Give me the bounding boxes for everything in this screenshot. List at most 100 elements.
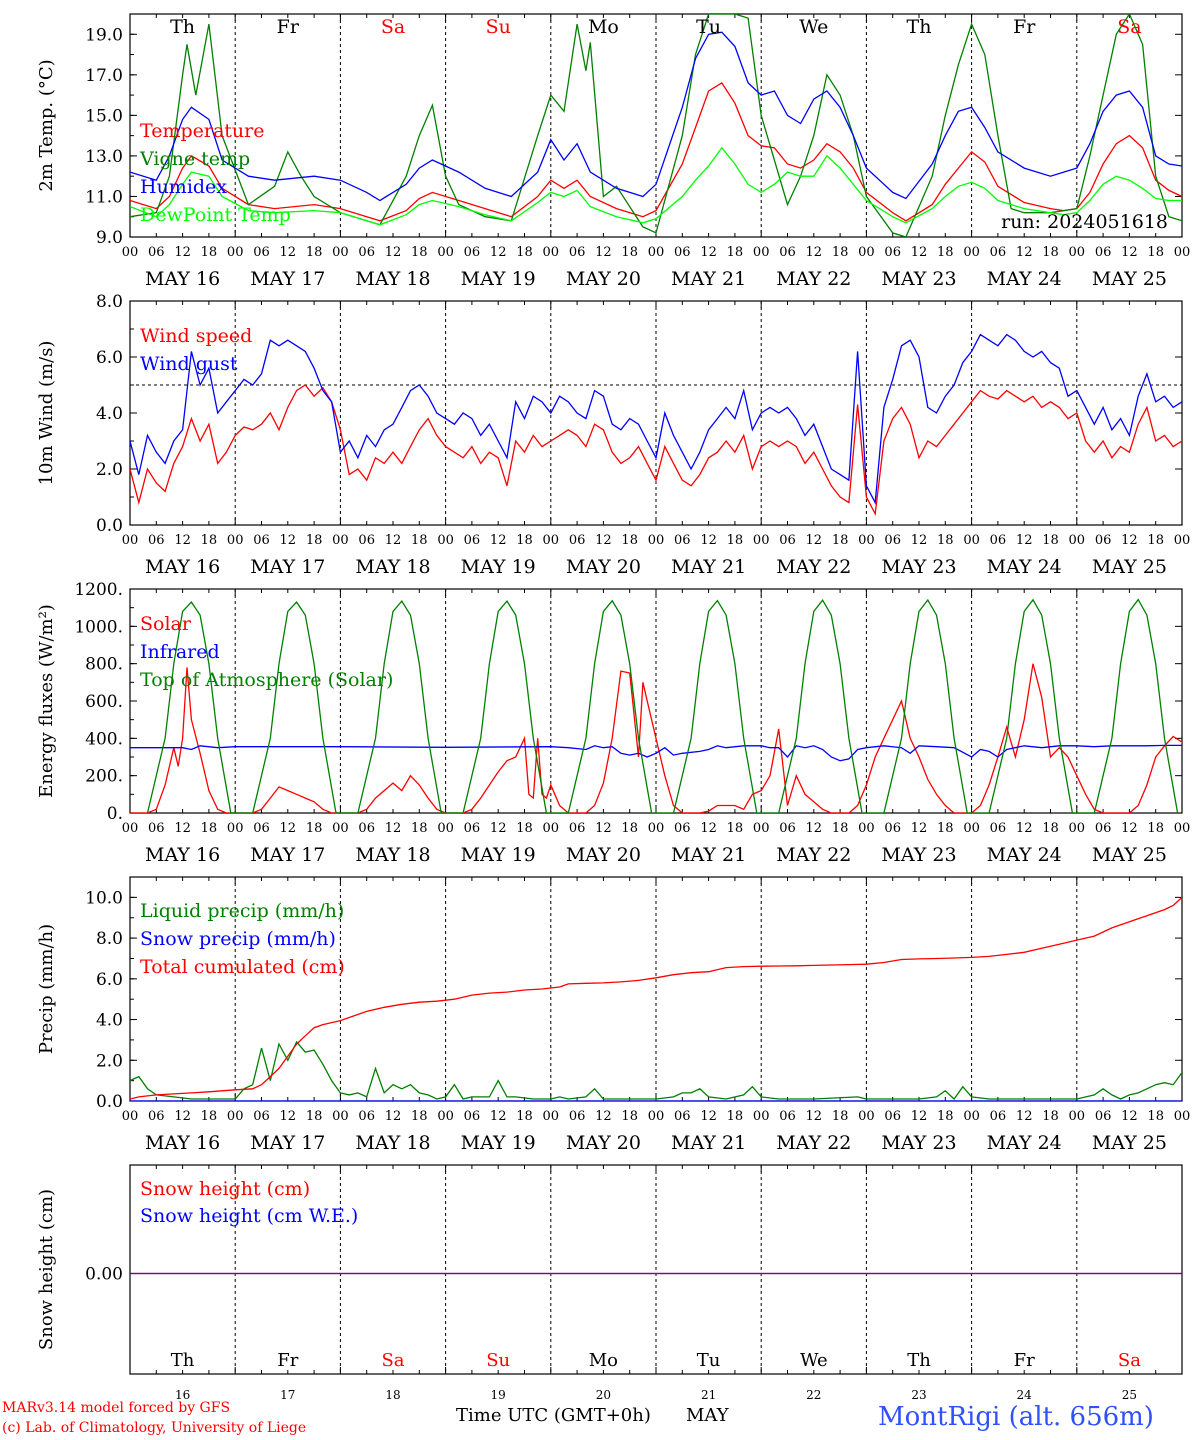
panel-4-hour-label: 00 (227, 1109, 244, 1124)
panel-2-hour-label: 18 (411, 533, 428, 548)
panel-1-hour-label: 06 (569, 245, 586, 260)
panel-4-hour-label: 18 (306, 1109, 323, 1124)
panel-4-hour-label: 12 (595, 1109, 612, 1124)
panel-3-hour-label: 18 (727, 821, 744, 836)
panel-2-hour-label: 00 (753, 533, 770, 548)
panel-3-date-label: MAY 22 (776, 844, 851, 866)
panel-3-hour-label: 00 (1174, 821, 1191, 836)
panel-3-y-tick-label: 600. (85, 692, 123, 712)
panel-1-series-dewpoint-temp (130, 146, 1182, 226)
panel-5-day-name: Th (907, 1350, 931, 1371)
panel-4-hour-label: 18 (516, 1109, 533, 1124)
panel-1-day-name: Sa (381, 16, 405, 38)
panel-1-day-name: Tu (696, 16, 721, 38)
panel-1-day-name: Su (486, 16, 511, 38)
panel-1-hour-label: 00 (753, 245, 770, 260)
panel-5-day-name: Sa (1118, 1350, 1141, 1371)
panel-3-hour-label: 18 (937, 821, 954, 836)
panel-2-hour-label: 12 (595, 533, 612, 548)
panel-2-hour-label: 06 (674, 533, 691, 548)
panel-5-day-name: Sa (381, 1350, 404, 1371)
panel-3-hour-label: 18 (832, 821, 849, 836)
panel-1-hour-label: 18 (201, 245, 218, 260)
panel-4-date-label: MAY 20 (566, 1132, 641, 1154)
panel-1-hour-label: 06 (674, 245, 691, 260)
panel-3-hour-label: 18 (201, 821, 218, 836)
panel-1-date-label: MAY 18 (355, 268, 430, 290)
panel-4-hour-label: 12 (700, 1109, 717, 1124)
panel-4-hour-label: 00 (1069, 1109, 1086, 1124)
panel-4-hour-label: 00 (1174, 1109, 1191, 1124)
panel-3-y-tick-label: 200. (85, 767, 123, 787)
panel-1-legend-2: Vigne temp (139, 148, 250, 170)
panel-5-day-number: 25 (1122, 1388, 1137, 1402)
panel-1-y-tick-label: 13.0 (85, 147, 123, 167)
panel-1-hour-label: 06 (1095, 245, 1112, 260)
panel-5-legend-1: Snow height (cm) (140, 1178, 310, 1200)
panel-5-day-name: Su (486, 1350, 510, 1371)
panel-1-series-humidex (130, 31, 1182, 202)
panel-2-hour-label: 12 (911, 533, 928, 548)
panel-3-hour-label: 12 (911, 821, 928, 836)
panel-2-hour-label: 00 (332, 533, 349, 548)
panel-3-series-infrared (130, 744, 1182, 762)
panel-2-hour-label: 06 (779, 533, 796, 548)
panel-3-date-label: MAY 25 (1092, 844, 1167, 866)
panel-4-hour-label: 12 (490, 1109, 507, 1124)
panel-2-hour-label: 12 (1016, 533, 1033, 548)
panel-3-date-label: MAY 24 (987, 844, 1062, 866)
panel-2-legend-1: Wind speed (140, 325, 252, 347)
panel-4-date-label: MAY 16 (145, 1132, 220, 1154)
panel-4-date-label: MAY 23 (881, 1132, 956, 1154)
panel-1-day-name: We (799, 16, 828, 38)
panel-3-y-axis-title: Energy fluxes (W/m²) (36, 604, 57, 798)
panel-3-hour-label: 18 (1042, 821, 1059, 836)
panel-2-hour-label: 00 (122, 533, 139, 548)
panel-1-date-label: MAY 25 (1092, 268, 1167, 290)
panel-3-hour-label: 06 (148, 821, 165, 836)
panel-3-hour-label: 18 (516, 821, 533, 836)
panel-1-hour-label: 06 (148, 245, 165, 260)
panel-1-hour-label: 18 (727, 245, 744, 260)
panel-3-legend-3: Top of Atmosphere (Solar) (140, 669, 393, 691)
panel-2-hour-label: 06 (148, 533, 165, 548)
panel-1-hour-label: 06 (990, 245, 1007, 260)
panel-5-y-tick-label: 0.00 (85, 1265, 123, 1285)
panel-2-hour-label: 18 (727, 533, 744, 548)
panel-4-legend-3: Total cumulated (cm) (140, 956, 345, 978)
panel-3-date-label: MAY 21 (671, 844, 746, 866)
panel-3-hour-label: 00 (753, 821, 770, 836)
panel-3-hour-label: 06 (253, 821, 270, 836)
panel-3-y-tick-label: 1200. (74, 580, 123, 600)
panel-4 (129, 876, 1183, 1102)
panel-1-hour-label: 18 (832, 245, 849, 260)
run-label: run: 2024051618 (1001, 211, 1168, 233)
panel-5-day-name: Th (171, 1350, 195, 1371)
panel-4-legend-1: Liquid precip (mm/h) (140, 900, 344, 922)
panel-3-hour-label: 12 (490, 821, 507, 836)
panel-3-hour-label: 06 (990, 821, 1007, 836)
panel-2-hour-label: 00 (963, 533, 980, 548)
panel-3-hour-label: 00 (1069, 821, 1086, 836)
panel-1-hour-label: 06 (253, 245, 270, 260)
panel-3-hour-label: 00 (437, 821, 454, 836)
panel-1-legend-1: Temperature (140, 120, 264, 142)
panel-1-hour-label: 12 (174, 245, 191, 260)
panel-2-hour-label: 12 (490, 533, 507, 548)
panel-1-hour-label: 00 (1174, 245, 1191, 260)
panel-3-hour-label: 12 (1121, 821, 1138, 836)
panel-2-hour-label: 12 (280, 533, 297, 548)
panel-5-day-name: Mo (589, 1350, 618, 1371)
panel-2-hour-label: 00 (543, 533, 560, 548)
panel-1-y-tick-label: 17.0 (85, 66, 123, 86)
panel-3-hour-label: 00 (543, 821, 560, 836)
panel-3-date-label: MAY 18 (355, 844, 430, 866)
panel-1-day-name: Sa (1117, 16, 1141, 38)
model-credit: MARv3.14 model forced by GFS (2, 1400, 231, 1416)
panel-1-day-name: Th (170, 16, 195, 38)
panel-3-date-label: MAY 17 (250, 844, 325, 866)
panel-4-hour-label: 12 (280, 1109, 297, 1124)
panel-2-hour-label: 00 (1174, 533, 1191, 548)
panel-4-hour-label: 00 (437, 1109, 454, 1124)
panel-2 (129, 300, 1183, 526)
